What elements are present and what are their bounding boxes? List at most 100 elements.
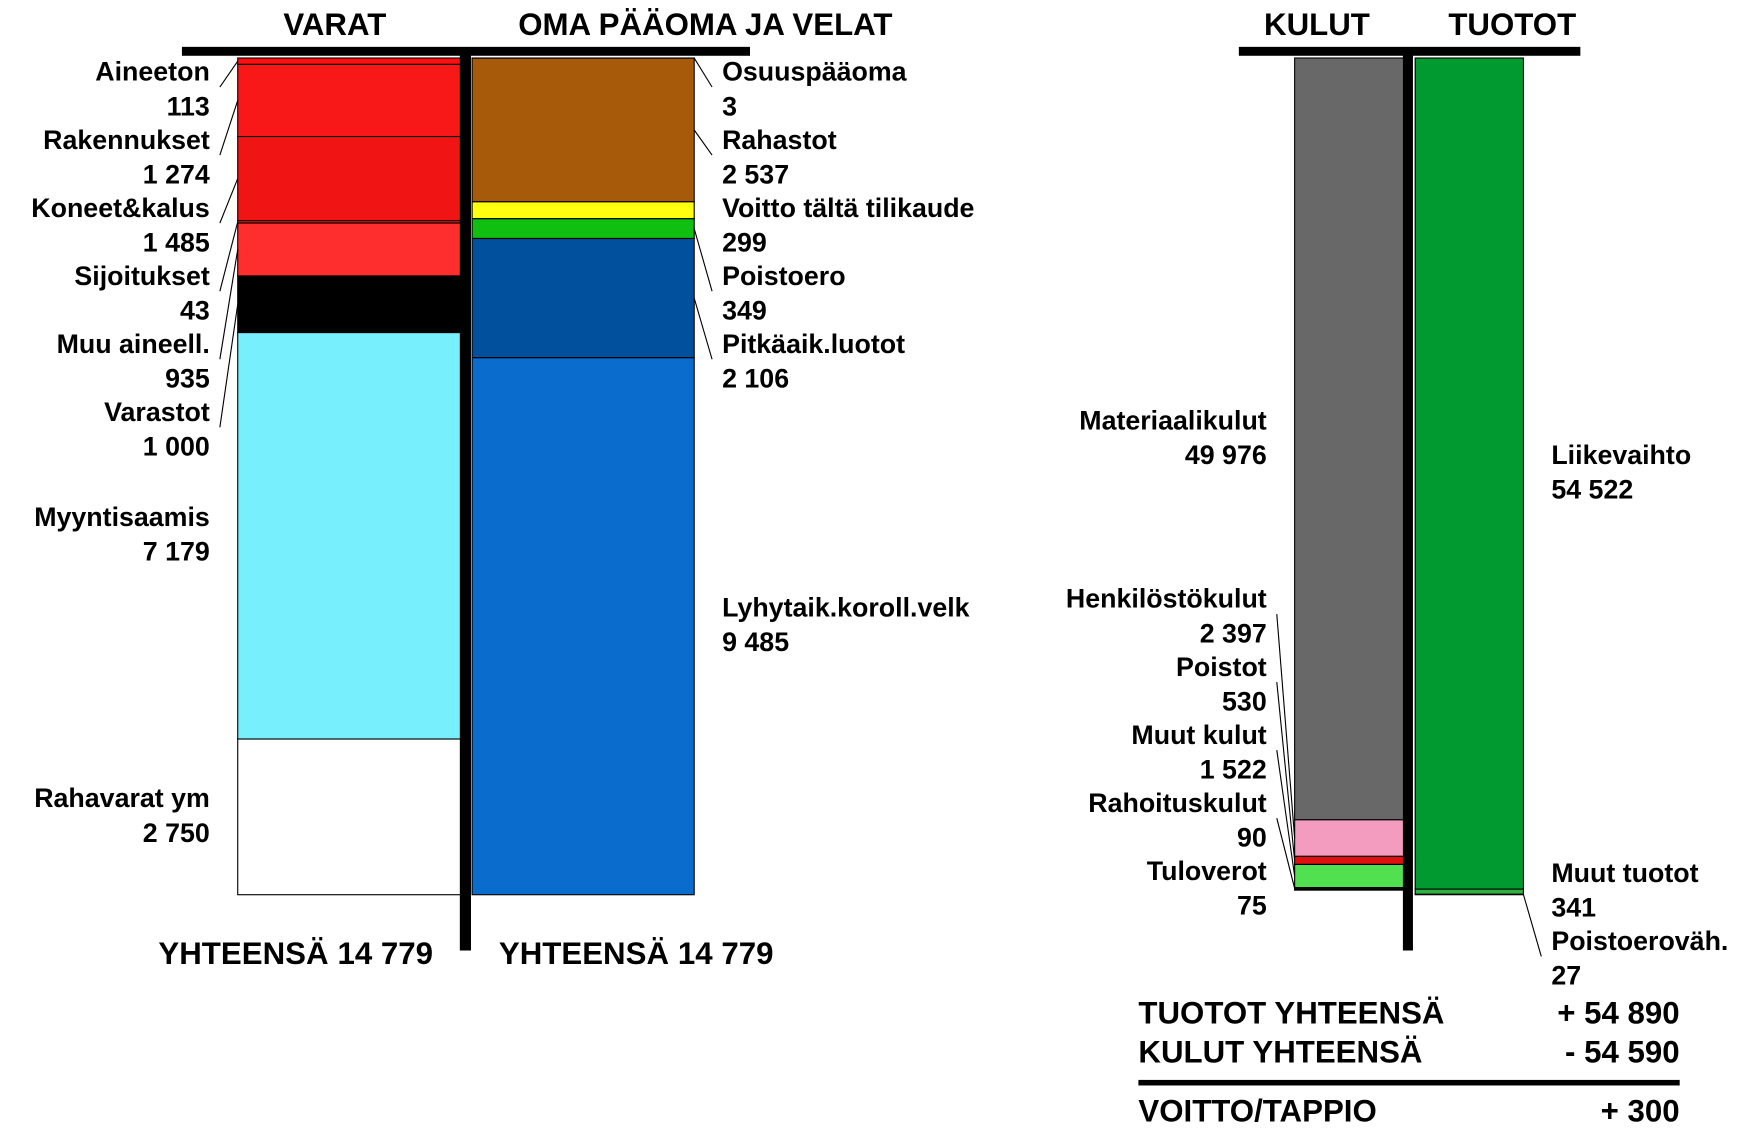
segment-value: 299 bbox=[722, 227, 767, 257]
segment-name: Tuloverot bbox=[1147, 856, 1267, 886]
segment bbox=[237, 135, 462, 222]
segment-value: 7 179 bbox=[143, 537, 210, 567]
segment-name: Muut kulut bbox=[1131, 720, 1266, 750]
segment bbox=[237, 57, 462, 65]
segment-value: 530 bbox=[1222, 686, 1267, 716]
leader-line bbox=[1522, 894, 1542, 957]
leader-line bbox=[1276, 750, 1296, 877]
leader-line bbox=[219, 221, 239, 292]
segment-name: Materiaalikulut bbox=[1079, 405, 1267, 435]
segment-name: Muu aineell. bbox=[57, 329, 210, 359]
leader-line bbox=[693, 129, 713, 156]
segment-value: 75 bbox=[1237, 891, 1267, 921]
summary-value: + 54 890 bbox=[1557, 995, 1679, 1030]
segment bbox=[237, 332, 462, 740]
summary-value: - 54 590 bbox=[1565, 1035, 1680, 1070]
segment bbox=[1414, 57, 1524, 890]
segment-value: 90 bbox=[1237, 822, 1267, 852]
leader-line bbox=[219, 178, 239, 224]
segment-value: 27 bbox=[1551, 961, 1581, 991]
segment-name: Varastot bbox=[104, 397, 210, 427]
segment-name: Rahoituskulut bbox=[1088, 788, 1267, 818]
segment bbox=[471, 218, 695, 240]
column-header: OMA PÄÄOMA JA VELAT bbox=[518, 7, 892, 42]
column-header: KULUT bbox=[1264, 7, 1370, 42]
segment bbox=[1294, 888, 1405, 891]
header-rule bbox=[1238, 46, 1581, 56]
segment-name: Voitto tältä tilikaude bbox=[722, 193, 974, 223]
segment-name: Aineeton bbox=[95, 57, 210, 87]
segment bbox=[237, 222, 462, 277]
segment-value: 1 522 bbox=[1200, 754, 1267, 784]
segment bbox=[471, 237, 695, 359]
segment bbox=[1294, 819, 1405, 857]
segment-value: 3 bbox=[722, 91, 737, 121]
total-label: YHTEENSÄ bbox=[158, 936, 328, 971]
column-total: YHTEENSÄ 14 779 bbox=[499, 936, 774, 971]
segment-value: 341 bbox=[1551, 893, 1596, 923]
segment bbox=[471, 201, 695, 220]
segment-name: Osuuspääoma bbox=[722, 57, 908, 87]
column-header: TUOTOT bbox=[1448, 7, 1576, 42]
segment-name: Koneet&kalus bbox=[31, 193, 210, 223]
segment bbox=[1414, 888, 1524, 895]
divider bbox=[1402, 50, 1413, 951]
summary-label: VOITTO/TAPPIO bbox=[1138, 1094, 1376, 1129]
segment-value: 49 976 bbox=[1185, 440, 1267, 470]
segment bbox=[237, 275, 462, 334]
segment-value: 2 106 bbox=[722, 364, 789, 394]
segment-name: Rahavarat ym bbox=[34, 783, 210, 813]
leader-line bbox=[219, 304, 239, 428]
segment-value: 113 bbox=[167, 91, 210, 121]
segment-value: 1 000 bbox=[143, 432, 210, 462]
segment-name: Liikevaihto bbox=[1551, 440, 1691, 470]
segment bbox=[471, 357, 695, 896]
segment bbox=[237, 738, 462, 896]
divider bbox=[459, 50, 471, 951]
segment-name: Myyntisaamis bbox=[34, 502, 210, 532]
total-value: 14 779 bbox=[337, 936, 433, 971]
segment bbox=[1294, 855, 1405, 865]
leader-line bbox=[219, 60, 239, 88]
segment-value: 9 485 bbox=[722, 627, 789, 657]
segment-name: Sijoitukset bbox=[74, 261, 209, 291]
leader-line bbox=[1276, 613, 1296, 839]
leader-line bbox=[693, 228, 713, 292]
segment-value: 54 522 bbox=[1551, 474, 1633, 504]
leader-line bbox=[693, 57, 713, 88]
segment-name: Pitkäaik.luotot bbox=[722, 329, 905, 359]
header-rule bbox=[181, 46, 750, 56]
segment bbox=[1294, 57, 1405, 821]
segment bbox=[237, 63, 462, 138]
segment-value: 1 274 bbox=[143, 159, 210, 189]
column-total: YHTEENSÄ 14 779 bbox=[158, 936, 433, 971]
segment-name: Henkilöstökulut bbox=[1066, 584, 1267, 614]
segment-name: Rakennukset bbox=[43, 125, 210, 155]
leader-line bbox=[219, 249, 239, 360]
summary-label: TUOTOT YHTEENSÄ bbox=[1138, 995, 1444, 1030]
segment-value: 2 750 bbox=[143, 818, 210, 848]
segment-name: Poistoeroväh. bbox=[1551, 926, 1728, 956]
segment-value: 43 bbox=[180, 295, 210, 325]
total-value: 14 779 bbox=[678, 936, 774, 971]
segment-value: 935 bbox=[165, 364, 210, 394]
segment-name: Poistot bbox=[1176, 652, 1267, 682]
leader-line bbox=[1276, 818, 1296, 889]
segment-name: Muut tuotot bbox=[1551, 858, 1698, 888]
segment bbox=[471, 57, 695, 203]
leader-line bbox=[219, 100, 239, 156]
segment-name: Lyhytaik.koroll.velk bbox=[722, 593, 970, 623]
summary-rule bbox=[1138, 1079, 1680, 1086]
summary-value: + 300 bbox=[1601, 1094, 1680, 1129]
column-header: VARAT bbox=[283, 7, 386, 42]
summary-label: KULUT YHTEENSÄ bbox=[1138, 1035, 1422, 1070]
segment-value: 1 485 bbox=[143, 227, 210, 257]
segment-value: 2 537 bbox=[722, 159, 789, 189]
segment-value: 349 bbox=[722, 295, 767, 325]
segment-value: 2 397 bbox=[1200, 618, 1267, 648]
segment-name: Rahastot bbox=[722, 125, 837, 155]
leader-line bbox=[693, 297, 713, 360]
segment-name: Poistoero bbox=[722, 261, 845, 291]
